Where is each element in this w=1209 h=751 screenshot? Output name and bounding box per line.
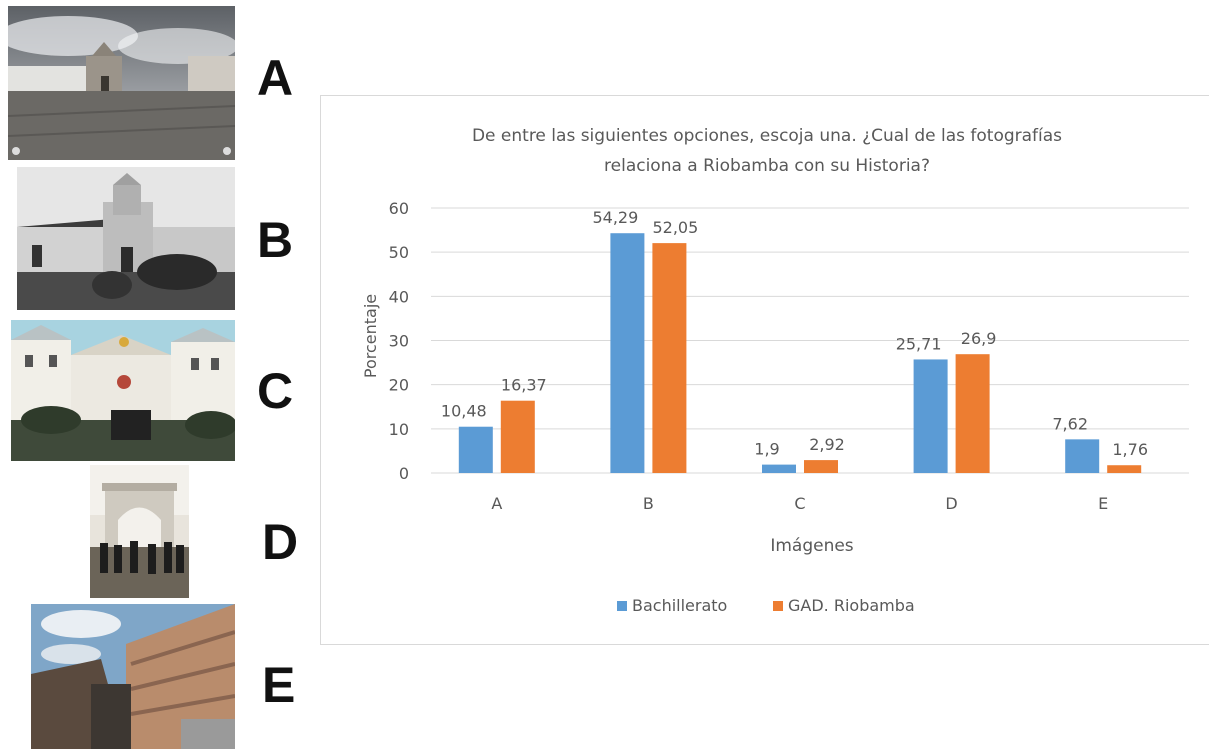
- y-tick-label: 20: [389, 376, 409, 395]
- legend-label: Bachillerato: [632, 596, 727, 615]
- data-label: 1,76: [1112, 440, 1148, 459]
- y-tick-label: 50: [389, 243, 409, 262]
- x-tick-label: A: [491, 494, 502, 513]
- data-label: 16,37: [501, 376, 547, 395]
- bar-series-1: [913, 359, 948, 473]
- x-tick-label: D: [945, 494, 957, 513]
- data-label: 52,05: [652, 218, 698, 237]
- data-labels: 10,48 16,37 54,29 52,05 1,9 2,92 25,71 26,9 7,62…: [441, 208, 1148, 459]
- chart-title-line-1: De entre las siguientes opciones, escoja…: [472, 126, 1062, 146]
- y-tick-label: 40: [389, 287, 409, 306]
- bar-series-1: [762, 464, 796, 473]
- data-label: 7,62: [1052, 414, 1088, 433]
- photo-label-a: A: [257, 50, 294, 106]
- y-tick-label: 30: [389, 332, 409, 351]
- bar-series-1: [610, 233, 645, 473]
- photo-label-e: E: [262, 657, 296, 713]
- photo-label-d: D: [262, 514, 299, 570]
- photo-label-b: B: [257, 212, 294, 268]
- photo-d: [90, 465, 189, 598]
- legend-swatch: [617, 601, 627, 611]
- legend-label: GAD. Riobamba: [788, 596, 915, 615]
- y-axis-title: Porcentaje: [361, 294, 380, 378]
- photo-label-c: C: [257, 363, 294, 419]
- legend: Bachillerato GAD. Riobamba: [617, 596, 915, 615]
- bar-series-2: [804, 460, 838, 473]
- data-label: 25,71: [896, 334, 942, 353]
- bar-series-2: [652, 243, 687, 473]
- y-tick-label: 10: [389, 420, 409, 439]
- photo-e: [31, 604, 235, 749]
- x-tick-label: E: [1098, 494, 1108, 513]
- y-tick-label: 0: [399, 464, 409, 483]
- data-label: 10,48: [441, 402, 487, 421]
- legend-swatch: [773, 601, 783, 611]
- x-tick-label: C: [794, 494, 805, 513]
- bar-series-2: [500, 400, 535, 473]
- photo-a: [8, 6, 235, 160]
- bar-series-1: [1065, 439, 1100, 473]
- chart-title-line-2: relaciona a Riobamba con su Historia?: [604, 156, 930, 176]
- y-tick-labels: 0 10 20 30 40 50 60: [389, 199, 409, 483]
- data-label: 2,92: [809, 435, 845, 454]
- x-tick-labels: A B C D E: [491, 494, 1108, 513]
- bar-series-2: [1107, 465, 1142, 473]
- bar-series-2: [955, 354, 990, 473]
- x-tick-label: B: [643, 494, 654, 513]
- data-label: 54,29: [592, 208, 638, 227]
- y-tick-label: 60: [389, 199, 409, 218]
- bar-series-1: [458, 426, 493, 473]
- x-axis-title: Imágenes: [770, 536, 853, 556]
- bars: [458, 233, 1142, 473]
- bar-chart: De entre las siguientes opciones, escoja…: [361, 126, 1189, 615]
- photo-b: [17, 167, 235, 310]
- photo-c: [11, 320, 235, 461]
- chart-panel: De entre las siguientes opciones, escoja…: [320, 95, 1209, 645]
- data-label: 26,9: [961, 329, 997, 348]
- data-label: 1,9: [754, 440, 779, 459]
